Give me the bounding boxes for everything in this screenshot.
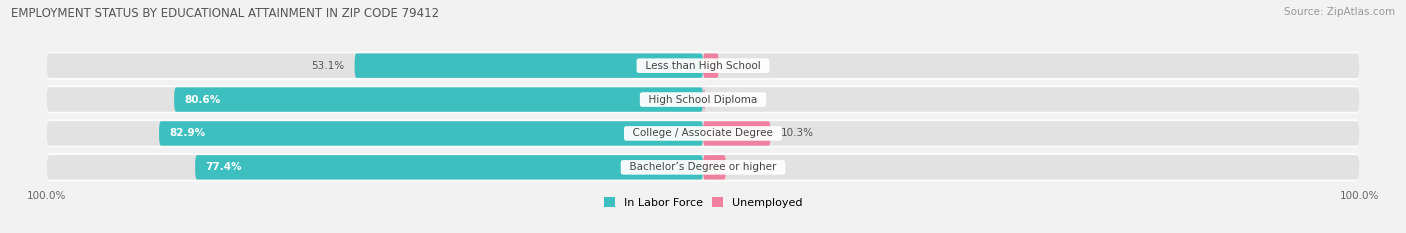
FancyBboxPatch shape xyxy=(46,155,1360,180)
Text: Source: ZipAtlas.com: Source: ZipAtlas.com xyxy=(1284,7,1395,17)
Text: EMPLOYMENT STATUS BY EDUCATIONAL ATTAINMENT IN ZIP CODE 79412: EMPLOYMENT STATUS BY EDUCATIONAL ATTAINM… xyxy=(11,7,439,20)
FancyBboxPatch shape xyxy=(46,85,1360,114)
Text: 0.3%: 0.3% xyxy=(714,95,741,105)
Text: 3.5%: 3.5% xyxy=(735,162,762,172)
Text: 100.0%: 100.0% xyxy=(1340,191,1379,201)
Text: Bachelor’s Degree or higher: Bachelor’s Degree or higher xyxy=(623,162,783,172)
FancyBboxPatch shape xyxy=(46,153,1360,182)
FancyBboxPatch shape xyxy=(703,121,770,146)
FancyBboxPatch shape xyxy=(46,119,1360,148)
FancyBboxPatch shape xyxy=(354,53,703,78)
Text: College / Associate Degree: College / Associate Degree xyxy=(626,128,780,138)
Text: High School Diploma: High School Diploma xyxy=(643,95,763,105)
Text: 77.4%: 77.4% xyxy=(205,162,242,172)
Legend: In Labor Force, Unemployed: In Labor Force, Unemployed xyxy=(599,193,807,212)
FancyBboxPatch shape xyxy=(195,155,703,180)
Text: 82.9%: 82.9% xyxy=(169,128,205,138)
FancyBboxPatch shape xyxy=(174,87,703,112)
FancyBboxPatch shape xyxy=(46,51,1360,80)
Text: Less than High School: Less than High School xyxy=(638,61,768,71)
Text: 100.0%: 100.0% xyxy=(27,191,66,201)
FancyBboxPatch shape xyxy=(703,53,718,78)
FancyBboxPatch shape xyxy=(703,155,725,180)
Text: 80.6%: 80.6% xyxy=(184,95,221,105)
Text: 2.4%: 2.4% xyxy=(728,61,755,71)
FancyBboxPatch shape xyxy=(703,87,704,112)
FancyBboxPatch shape xyxy=(46,87,1360,112)
FancyBboxPatch shape xyxy=(159,121,703,146)
FancyBboxPatch shape xyxy=(46,53,1360,78)
FancyBboxPatch shape xyxy=(46,121,1360,146)
Text: 53.1%: 53.1% xyxy=(312,61,344,71)
Text: 10.3%: 10.3% xyxy=(780,128,814,138)
